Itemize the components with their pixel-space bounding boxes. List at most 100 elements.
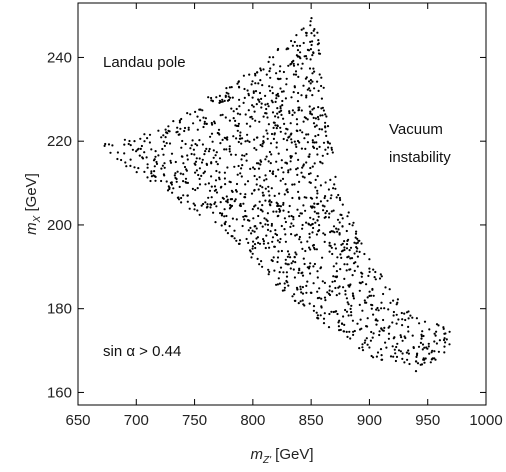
- data-point: [186, 181, 189, 184]
- data-point: [370, 294, 373, 297]
- data-point: [370, 354, 373, 358]
- data-point: [264, 187, 267, 190]
- data-point: [306, 118, 309, 121]
- annotation-instability: instability: [389, 149, 451, 166]
- data-point: [297, 106, 300, 109]
- data-point: [234, 189, 238, 192]
- data-point: [246, 180, 250, 183]
- data-point: [250, 232, 253, 235]
- data-point: [310, 31, 313, 35]
- data-point: [337, 193, 340, 197]
- data-point: [287, 284, 290, 287]
- data-point: [234, 198, 237, 201]
- data-point: [223, 171, 226, 174]
- data-point: [123, 152, 126, 155]
- data-point: [272, 63, 275, 66]
- data-point: [326, 199, 329, 202]
- data-point: [325, 134, 328, 137]
- data-point: [120, 158, 123, 162]
- data-point: [324, 212, 327, 215]
- data-point: [178, 133, 181, 136]
- data-point: [261, 225, 264, 228]
- data-point: [275, 97, 278, 100]
- data-point: [333, 280, 336, 283]
- data-point: [260, 97, 263, 100]
- data-point: [317, 49, 320, 52]
- data-point: [311, 80, 314, 83]
- data-point: [348, 249, 351, 252]
- data-point: [215, 205, 218, 208]
- data-point: [256, 236, 259, 239]
- data-point: [154, 150, 157, 153]
- data-point: [356, 237, 359, 240]
- data-point: [262, 238, 265, 241]
- data-point: [284, 220, 287, 224]
- data-point: [232, 110, 235, 113]
- data-point: [185, 168, 188, 171]
- data-point: [191, 187, 194, 190]
- data-point: [291, 183, 294, 186]
- data-point: [354, 236, 357, 239]
- data-point: [238, 242, 241, 245]
- data-point: [202, 116, 205, 119]
- data-point: [291, 60, 294, 64]
- data-point: [315, 248, 318, 251]
- data-point: [284, 258, 287, 261]
- data-point: [257, 188, 260, 191]
- data-point: [339, 198, 342, 202]
- data-point: [253, 230, 256, 233]
- data-point: [291, 196, 294, 200]
- data-point: [296, 123, 299, 126]
- data-point: [186, 158, 189, 161]
- data-point: [285, 77, 288, 80]
- data-point: [232, 117, 235, 120]
- data-point: [272, 256, 275, 259]
- data-point: [298, 44, 302, 47]
- data-point: [309, 20, 312, 23]
- data-point: [245, 237, 248, 241]
- data-point: [424, 357, 427, 360]
- data-point: [341, 322, 344, 325]
- data-point: [293, 111, 296, 114]
- x-tick-label: 900: [357, 412, 382, 429]
- data-point: [245, 153, 248, 156]
- data-point: [180, 117, 183, 121]
- data-point: [274, 115, 277, 118]
- data-point: [290, 39, 293, 43]
- data-point: [231, 96, 234, 99]
- data-point: [275, 201, 278, 204]
- data-point: [332, 187, 335, 190]
- data-point: [343, 240, 346, 243]
- data-point: [340, 243, 343, 246]
- data-point: [196, 187, 199, 190]
- data-point: [268, 246, 271, 249]
- data-point: [163, 144, 166, 147]
- data-point: [332, 209, 335, 212]
- data-point: [251, 104, 254, 107]
- data-point: [322, 317, 326, 320]
- data-point: [287, 210, 290, 214]
- data-point: [338, 221, 341, 224]
- data-point: [335, 270, 338, 273]
- data-point: [205, 147, 208, 150]
- data-point: [243, 218, 246, 221]
- data-point: [376, 306, 379, 310]
- y-tick-label: 200: [47, 217, 72, 234]
- data-point: [308, 265, 311, 268]
- data-point: [221, 100, 224, 103]
- data-point: [297, 302, 300, 305]
- data-point: [309, 205, 312, 208]
- data-point: [336, 218, 340, 221]
- data-point: [324, 125, 327, 128]
- data-point: [252, 217, 255, 220]
- data-point: [264, 199, 267, 202]
- data-point: [297, 158, 300, 161]
- data-point: [347, 303, 350, 306]
- data-point: [262, 68, 265, 71]
- y-tick-label: 220: [47, 133, 72, 150]
- data-point: [341, 225, 344, 228]
- data-point: [396, 298, 399, 301]
- data-point: [278, 110, 281, 113]
- data-point: [311, 54, 314, 57]
- data-point: [190, 152, 193, 156]
